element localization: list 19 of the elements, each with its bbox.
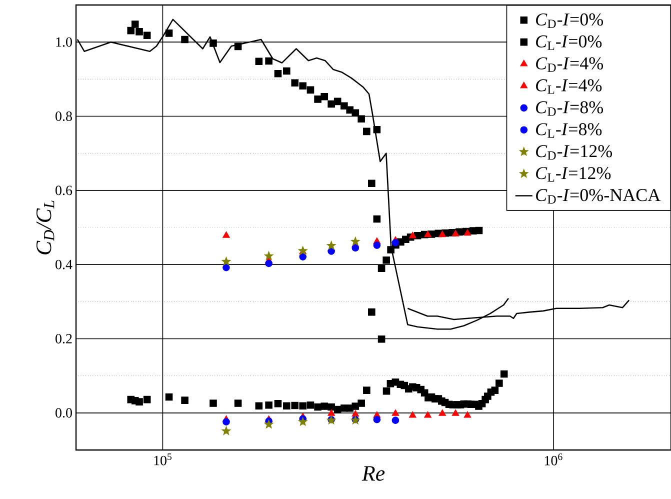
legend-label: C$_{D}$-I=0% — [536, 13, 604, 28]
y-tick-label: 0.2 — [56, 334, 72, 344]
legend-label: C$_{D}$-I=4% — [536, 57, 604, 72]
legend-label: C$_{L}$-I=8% — [536, 123, 602, 138]
legend-label: C$_{L}$-I=12% — [536, 167, 611, 182]
y-tick-label: 0.8 — [56, 111, 72, 122]
y-axis-title: C$_{D}$/C$_{L}$ — [36, 200, 54, 254]
x-tick-label: 10$^{6}$ — [544, 454, 562, 466]
legend-label: C$_{D}$-I=0%-NACA — [536, 188, 661, 204]
x-axis-title: Re — [362, 466, 385, 481]
y-tick-label: 1.0 — [56, 37, 72, 47]
legend-label: C$_{L}$-I=0% — [536, 35, 602, 50]
legend-label: C$_{D}$-I=12% — [536, 145, 612, 160]
y-tick-label: 0.6 — [56, 186, 72, 196]
legend-label: C$_{D}$-I=8% — [536, 101, 604, 116]
y-tick-label: 0.0 — [56, 408, 72, 418]
legend-label: C$_{L}$-I=4% — [536, 79, 602, 94]
y-tick-label: 0.4 — [56, 260, 72, 270]
x-tick-label: 10$^{5}$ — [154, 454, 172, 466]
